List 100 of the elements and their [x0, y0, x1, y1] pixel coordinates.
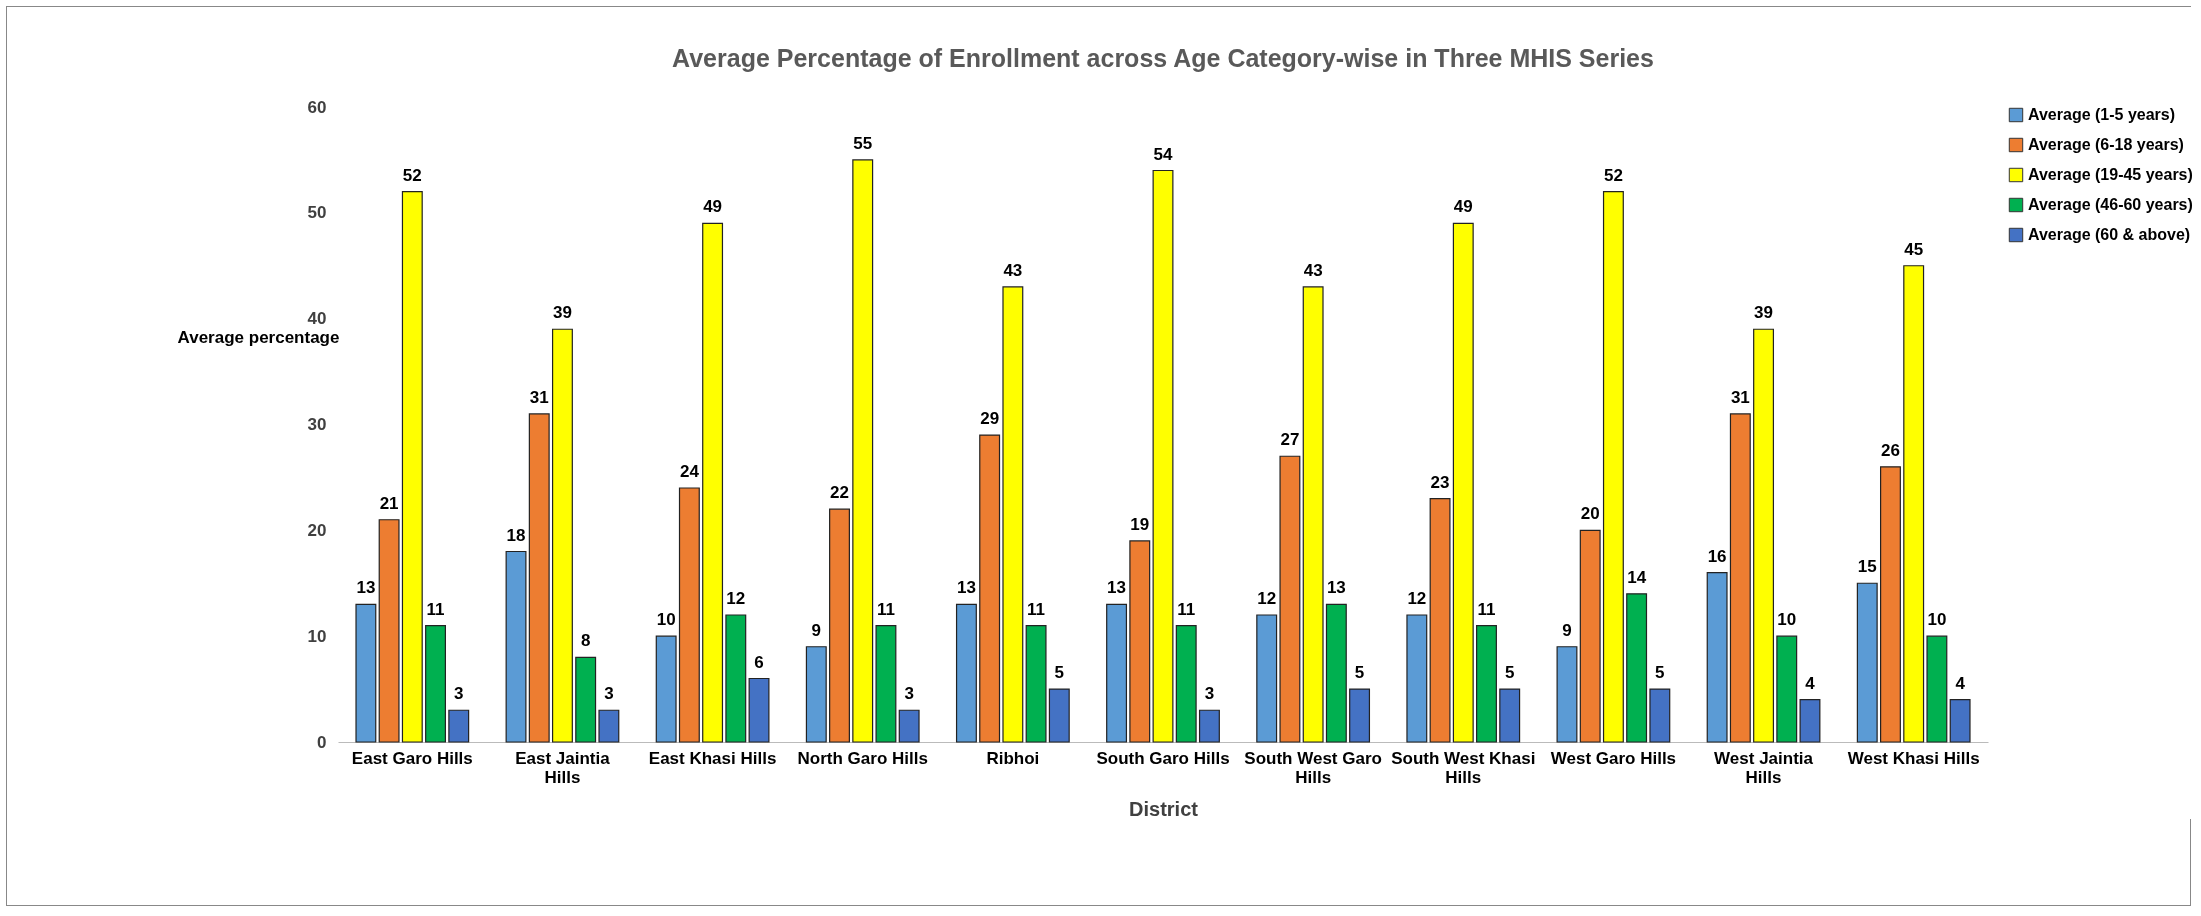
legend-label: Average (6-18 years) — [2028, 136, 2184, 153]
data-label: 22 — [830, 483, 849, 503]
bar — [1880, 466, 1901, 743]
bar — [1198, 709, 1220, 743]
bar — [1406, 614, 1428, 743]
data-label: 52 — [402, 165, 422, 185]
x-tick-label: South West Garo Hills — [1244, 748, 1382, 787]
bar — [355, 603, 377, 743]
y-tick-label: 20 — [307, 520, 327, 540]
data-label: 13 — [1107, 578, 1127, 598]
bar — [898, 709, 920, 743]
legend-label: Average (19-45 years) — [2028, 166, 2193, 183]
legend-label: Average (1-5 years) — [2028, 106, 2176, 123]
data-label: 39 — [1754, 303, 1774, 323]
bar — [1579, 529, 1601, 743]
data-label: 49 — [703, 197, 723, 217]
data-label: 12 — [1257, 589, 1277, 608]
data-label: 18 — [506, 525, 526, 545]
data-label: 15 — [1857, 557, 1877, 577]
data-label: 11 — [426, 599, 445, 619]
bar — [1706, 572, 1728, 743]
bar — [1649, 688, 1671, 743]
data-label: 11 — [876, 599, 895, 619]
data-label: 24 — [679, 462, 700, 481]
data-label: 5 — [1655, 663, 1665, 683]
bar — [1175, 624, 1197, 743]
data-label: 52 — [1603, 165, 1623, 185]
x-axis-title: District — [1129, 797, 1199, 820]
bar — [1325, 603, 1347, 743]
y-tick-label: 10 — [307, 626, 327, 646]
bar — [1256, 614, 1278, 743]
bar — [979, 434, 1001, 743]
bar — [1152, 169, 1174, 743]
data-label: 20 — [1580, 504, 1600, 524]
data-label: 3 — [454, 684, 464, 704]
bar — [702, 222, 724, 743]
bar — [1002, 286, 1024, 743]
bar — [401, 191, 423, 743]
legend-label: Average (46-60 years) — [2028, 196, 2193, 213]
bar — [655, 635, 677, 743]
x-tick-label: East Khasi Hills — [648, 748, 777, 768]
data-label: 3 — [904, 684, 914, 704]
bar — [528, 413, 550, 743]
bar — [1799, 699, 1821, 743]
bar — [1949, 699, 1971, 743]
bar — [1349, 688, 1371, 743]
data-label: 19 — [1130, 514, 1150, 534]
y-tick-label: 30 — [307, 415, 327, 434]
data-label: 16 — [1707, 546, 1727, 566]
bar — [1856, 582, 1878, 743]
bar — [1602, 191, 1624, 743]
x-tick-label: East Jaintia Hills — [515, 748, 611, 787]
data-label: 4 — [1805, 673, 1816, 693]
data-label: 31 — [529, 387, 549, 407]
data-label: 12 — [726, 589, 746, 608]
bar — [1926, 635, 1948, 743]
bar — [678, 487, 700, 743]
data-label: 14 — [1627, 567, 1647, 587]
data-label: 5 — [1054, 663, 1065, 683]
bar — [1626, 593, 1648, 743]
bar — [575, 656, 597, 743]
bar — [1499, 688, 1521, 743]
chart-title: Average Percentage of Enrollment across Age Category-wise in Three MHIS Series — [672, 44, 1654, 72]
x-tick-label: South West Khasi Hills — [1391, 748, 1536, 787]
data-label: 5 — [1504, 663, 1515, 683]
data-label: 11 — [1477, 599, 1496, 619]
data-label: 49 — [1453, 197, 1473, 217]
bar — [425, 624, 446, 743]
bar — [1106, 603, 1128, 743]
data-label: 10 — [1927, 610, 1947, 630]
bar — [1452, 222, 1474, 743]
data-label: 45 — [1904, 239, 1924, 259]
data-label: 11 — [1027, 599, 1046, 619]
bar — [1302, 286, 1324, 743]
data-label: 11 — [1177, 599, 1196, 619]
data-label: 43 — [1003, 260, 1023, 280]
data-label: 29 — [980, 409, 1000, 429]
x-tick-label: West Garo Hills — [1550, 748, 1677, 768]
bar — [1429, 497, 1451, 743]
data-label: 23 — [1430, 472, 1450, 492]
bar — [505, 550, 527, 743]
bar — [1776, 635, 1798, 743]
data-label: 55 — [853, 133, 873, 153]
bar — [1556, 646, 1578, 743]
data-label: 3 — [604, 684, 614, 704]
bar — [1048, 688, 1070, 743]
y-axis-title: Average percentage — [177, 327, 340, 347]
bar — [1729, 413, 1751, 743]
data-label: 4 — [1955, 673, 1966, 693]
bar — [598, 709, 620, 743]
bar — [448, 709, 470, 743]
bar — [1129, 540, 1151, 743]
legend-label: Average (60 & above) — [2028, 226, 2191, 243]
bar — [378, 519, 400, 743]
data-label: 12 — [1407, 589, 1427, 608]
bar — [852, 159, 874, 743]
data-label: 54 — [1153, 144, 1173, 164]
data-label: 3 — [1204, 684, 1215, 704]
bar — [1279, 455, 1301, 743]
x-tick-label: Ribhoi — [986, 748, 1040, 768]
